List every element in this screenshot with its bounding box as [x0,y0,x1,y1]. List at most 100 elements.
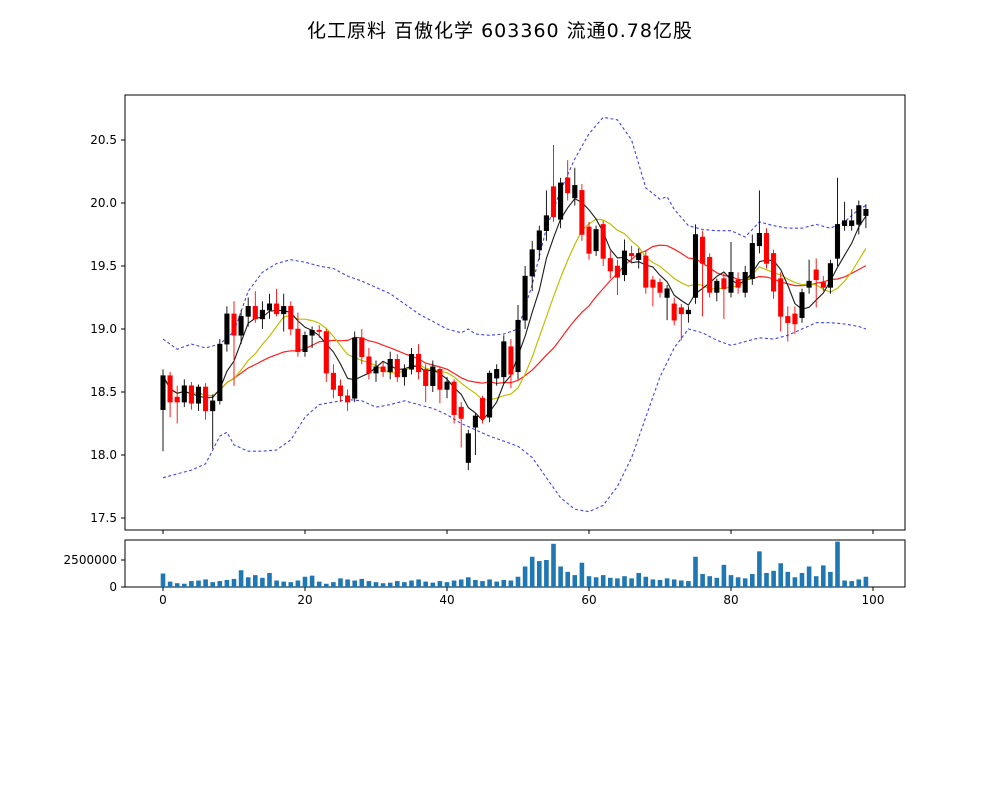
candle-up [408,353,415,370]
candle-down [707,256,713,293]
candle-down [295,328,301,352]
candle-down [650,279,656,288]
candle-down [600,224,606,259]
ma10-line [162,218,867,401]
candle-down [437,369,443,390]
candle-up [472,415,478,428]
candle-down [416,353,422,373]
xtick-label: 40 [439,593,454,607]
candle-up [664,288,670,298]
candle-down [657,282,663,293]
candle-up [685,309,691,315]
volume-bar [664,578,670,587]
volume-bar [799,572,805,587]
ma20-line [162,244,867,397]
volume-bars [160,541,869,587]
volume-bar [480,581,485,587]
volume-bar [387,582,393,587]
main-ytick-label: 20.5 [90,133,117,147]
candle-down [607,258,613,272]
candle-down [721,278,727,289]
volume-bar [693,556,698,587]
volume-bar [345,579,350,587]
candle-up [281,306,287,315]
volume-bar [167,581,173,587]
xtick-label: 60 [581,593,596,607]
candle-up [806,280,812,288]
volume-bar [352,580,357,587]
candle-down [316,330,322,332]
volume-bar [359,578,365,587]
candle-down [813,269,819,281]
volume-bar [182,583,187,587]
volume-bar [714,577,720,587]
candle-down [359,337,365,357]
main-ytick-label: 20.0 [90,196,117,210]
chart-title: 化工原料 百傲化学 603360 流通0.78亿股 [307,20,693,42]
candle-down [643,255,649,288]
candle-up [529,249,535,277]
volume-bar [380,583,386,587]
volume-bar [771,570,776,587]
volume-bar [196,580,201,587]
candle-down [423,369,429,386]
volume-bar [494,581,499,587]
main-ytick-label: 19.5 [90,259,117,273]
volume-bar [366,581,372,587]
candle-up [558,182,564,220]
candle-down [451,381,457,415]
volume-bar [643,576,649,587]
volume-bar [579,562,585,587]
candle-up [465,433,471,463]
volume-bar [395,581,400,587]
volume-bar [189,581,194,587]
volume-bar [508,580,514,587]
candle-down [586,226,592,254]
volume-bar [203,579,208,587]
candle-up [494,369,500,379]
candle-up [536,230,542,250]
volume-bar [593,577,599,587]
volume-ytick-label: 0 [109,580,117,594]
volume-bar [671,579,677,587]
volume-bar [416,579,421,587]
candle-down [252,306,258,320]
volume-bar [700,574,705,587]
main-ytick-label: 19.0 [90,322,117,336]
volume-bar [402,582,407,587]
candle-up [621,250,628,276]
volume-bar [409,580,414,587]
volume-bar [295,580,301,587]
candle-down [337,385,344,397]
volume-bar [466,577,471,587]
volume-bar [437,581,443,587]
volume-bar [572,575,578,587]
candle-up [160,375,166,410]
candle-down [579,190,585,235]
bollinger-lower-band [162,322,867,513]
bollinger-upper-band [162,116,867,350]
main-ytick-label: 17.5 [90,511,117,525]
xtick-label: 20 [297,593,312,607]
candle-up [238,316,244,336]
candle-down [614,265,620,278]
volume-bar [622,576,627,587]
volume-bar [600,575,606,587]
candle-down [763,232,770,264]
candle-up [224,313,230,345]
volume-bar [863,576,869,587]
candle-up [195,386,202,404]
candle-down [288,306,294,330]
volume-bar [331,582,336,587]
volume-bar [842,580,847,587]
volume-bar [501,579,507,587]
candlesticks [160,145,869,471]
volume-bar [778,563,783,587]
candle-down [394,358,400,378]
volume-bar [728,575,734,587]
volume-bar [750,574,755,587]
xtick-label: 100 [862,593,885,607]
xtick-label: 80 [723,593,738,607]
candle-up [352,337,358,399]
